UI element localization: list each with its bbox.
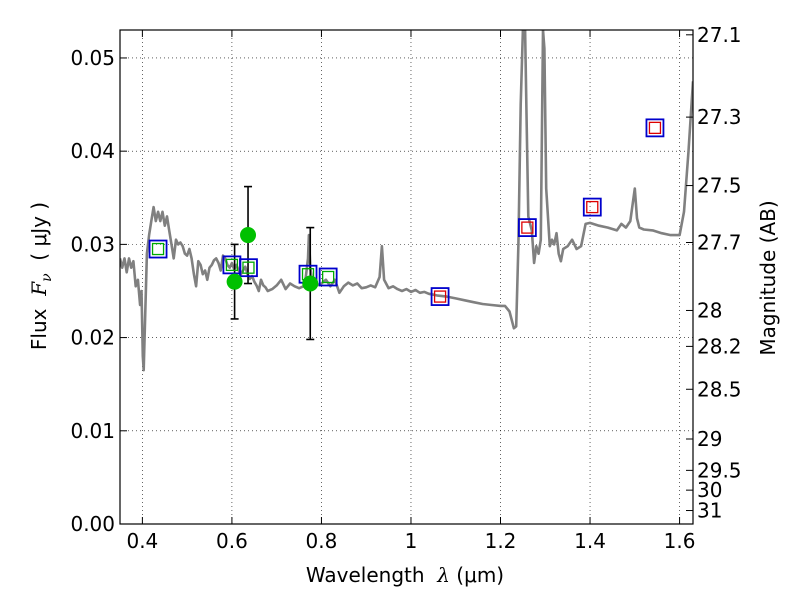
magnitude-tick-label: 28.2 xyxy=(697,334,742,358)
observed-photometry-markers xyxy=(226,227,319,292)
magnitude-tick-label: 27.5 xyxy=(697,174,742,198)
model-point-inner xyxy=(322,270,335,284)
magnitude-tick-label: 28 xyxy=(697,298,722,322)
magnitude-tick-label: 27.3 xyxy=(697,105,742,129)
y-axis-ticks: 0.00 0.01 0.02 0.03 0.04 0.05 xyxy=(70,46,127,536)
model-point-inner xyxy=(242,261,255,274)
y-tick-label: 0.03 xyxy=(70,232,115,256)
plot-frame xyxy=(119,29,694,525)
y-tick-label: 0.01 xyxy=(70,419,115,443)
y-tick-label: 0.04 xyxy=(70,139,115,163)
magnitude-tick-label: 29.5 xyxy=(697,458,742,482)
model-point-outer xyxy=(645,118,665,138)
model-point-inner xyxy=(151,242,165,256)
y-axis-title-subscript: ν xyxy=(39,273,55,282)
magnitude-tick-label: 27.1 xyxy=(697,23,742,47)
x-tick-label: 1.4 xyxy=(574,529,606,553)
x-tick-label: 0.6 xyxy=(216,529,248,553)
x-tick-label: 1.2 xyxy=(485,529,517,553)
y-axis-title: Flux Fν ( μJy ) xyxy=(27,202,55,350)
magnitude-tick-label: 31 xyxy=(697,499,722,523)
y-axis-title-symbol: F xyxy=(27,281,51,297)
model-point-outer xyxy=(582,197,602,217)
magnitude-tick-label: 27.7 xyxy=(697,231,742,255)
model-point-outer xyxy=(239,258,258,278)
x-tick-label: 1.6 xyxy=(664,529,696,553)
model-photometry-markers xyxy=(148,118,665,306)
x-tick-label: 0.8 xyxy=(306,529,338,553)
magnitude-tick-label: 28.5 xyxy=(697,377,742,401)
magnitude-tick-label: 29 xyxy=(697,427,722,451)
model-point-outer xyxy=(318,267,338,287)
magnitude-tick-label: 30 xyxy=(697,478,722,502)
x-axis-ticks: 0.4 0.6 0.8 1 1.2 1.4 1.6 xyxy=(126,30,695,553)
y-tick-label: 0.05 xyxy=(70,46,115,70)
x-tick-label: 0.4 xyxy=(126,529,158,553)
model-point-outer xyxy=(517,218,537,238)
model-point-inner xyxy=(648,121,662,135)
model-point-inner xyxy=(225,258,239,272)
sed-model-curve xyxy=(120,30,693,372)
model-point-outer xyxy=(148,239,168,259)
y-tick-label: 0.02 xyxy=(70,326,115,350)
x-axis-title-symbol: λ xyxy=(436,563,450,587)
observed-point xyxy=(226,273,243,290)
observed-point xyxy=(302,275,319,292)
model-point-inner xyxy=(433,290,447,303)
y-tick-label: 0.00 xyxy=(70,512,115,536)
model-point-inner xyxy=(521,221,534,234)
model-point-outer xyxy=(430,287,450,306)
observed-point xyxy=(240,227,257,244)
x-tick-label: 1 xyxy=(405,529,418,553)
x-axis-title: Wavelength λ (μm) xyxy=(306,563,504,587)
sed-line xyxy=(120,30,693,372)
magnitude-axis-title: Magnitude (AB) xyxy=(756,200,780,355)
model-point-inner xyxy=(586,200,599,214)
